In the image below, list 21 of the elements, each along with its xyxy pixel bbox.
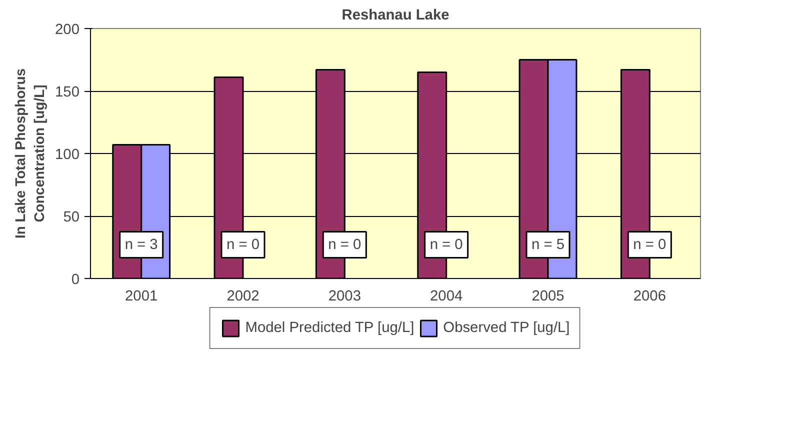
chart-title: Reshanau Lake [342,8,450,24]
annotation: n = 0 [633,236,666,253]
y-tick-label: 150 [55,84,80,100]
legend-label: Model Predicted TP [ug/L] [245,320,414,336]
y-tick-label: 100 [55,147,80,163]
y-axis-title: In Lake Total Phosphorus Concentration [ug/L] [12,68,48,239]
x-tick-label: 2004 [430,288,463,304]
annotation: n = 0 [226,236,260,253]
x-tick-label: 2006 [633,288,666,304]
x-tick-label: 2003 [328,288,361,304]
x-tick-label: 2001 [125,288,158,304]
y-tick-label: 200 [55,22,80,38]
y-tick-label: 0 [71,272,80,288]
legend-label: Observed TP [ug/L] [443,320,570,336]
y-tick-label: 50 [63,210,80,226]
annotation: n = 3 [124,236,158,253]
annotation: n = 0 [328,236,362,253]
annotation: n = 5 [531,236,565,253]
annotation: n = 0 [430,236,463,253]
x-tick-label: 2005 [532,288,564,304]
x-tick-label: 2002 [226,288,260,304]
